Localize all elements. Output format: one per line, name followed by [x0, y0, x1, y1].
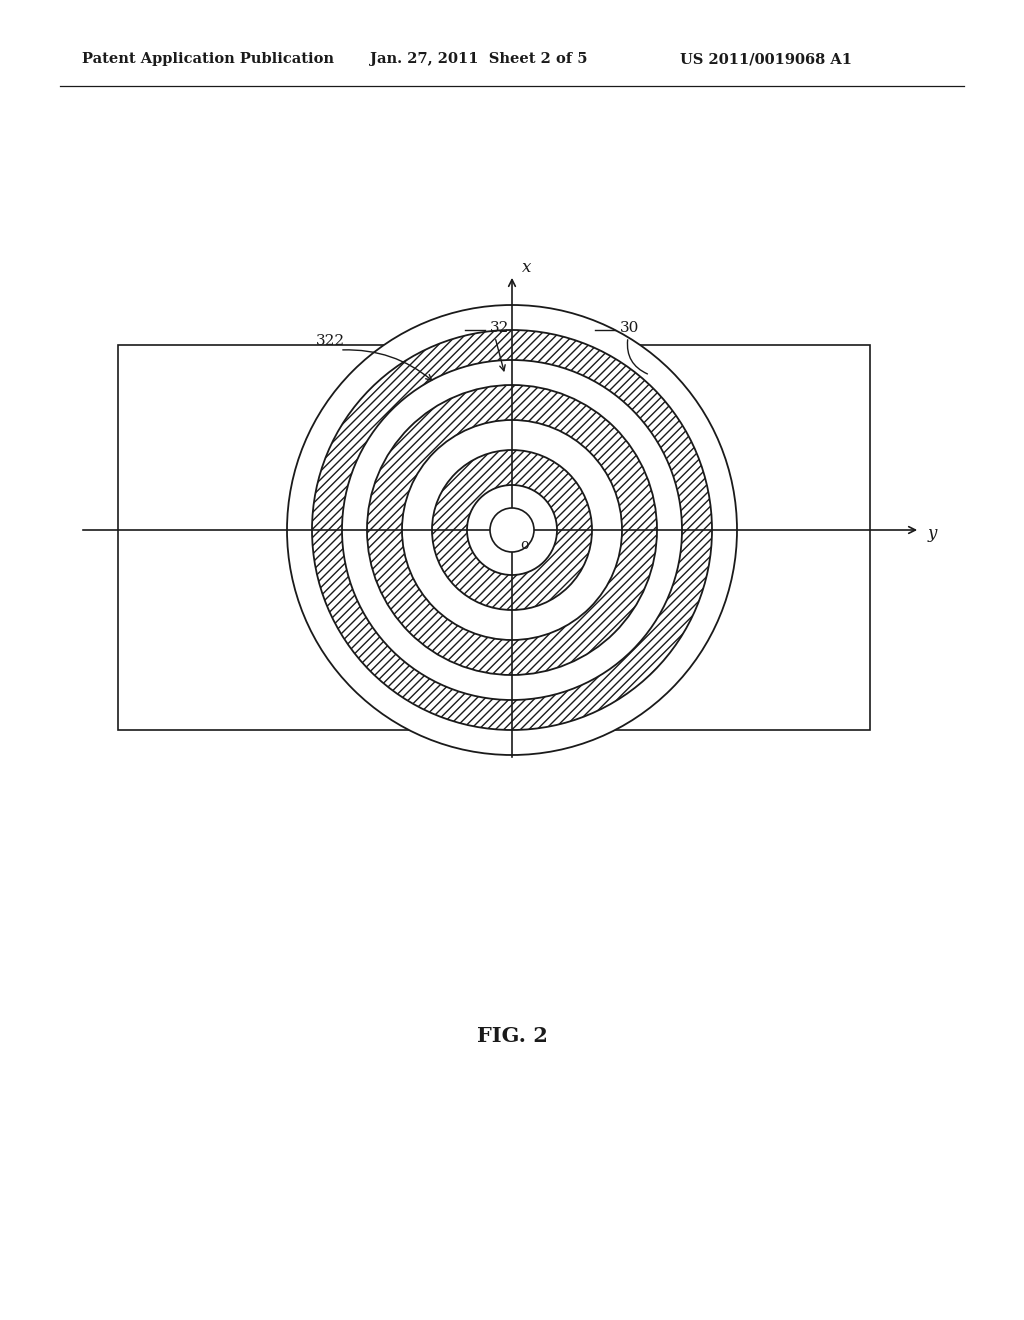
Text: Jan. 27, 2011  Sheet 2 of 5: Jan. 27, 2011 Sheet 2 of 5 [370, 53, 588, 66]
Ellipse shape [467, 484, 557, 576]
Text: 322: 322 [315, 334, 344, 348]
Ellipse shape [287, 305, 737, 755]
Ellipse shape [312, 330, 712, 730]
Text: US 2011/0019068 A1: US 2011/0019068 A1 [680, 53, 852, 66]
Ellipse shape [490, 508, 534, 552]
Ellipse shape [432, 450, 592, 610]
Text: 30: 30 [620, 321, 639, 335]
Text: Patent Application Publication: Patent Application Publication [82, 53, 334, 66]
Ellipse shape [367, 385, 657, 675]
Text: o: o [520, 539, 528, 552]
Text: FIG. 2: FIG. 2 [476, 1026, 548, 1047]
Bar [118, 345, 870, 730]
Ellipse shape [402, 420, 622, 640]
Text: 32: 32 [490, 321, 509, 335]
Text: x: x [522, 260, 531, 276]
Text: y: y [928, 524, 937, 541]
Ellipse shape [342, 360, 682, 700]
